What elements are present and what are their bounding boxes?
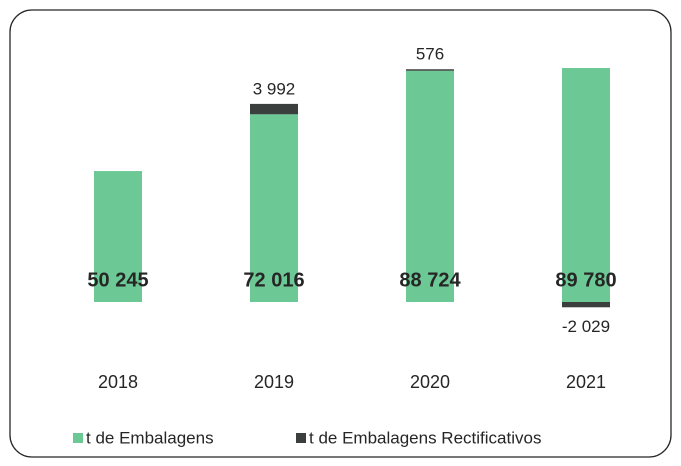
data-label: 50 245 — [87, 269, 148, 291]
bar-segment — [406, 69, 454, 71]
bar-segment — [562, 302, 610, 308]
data-label: -2 029 — [562, 317, 610, 336]
legend-label: t de Embalagens Rectificativos — [309, 428, 541, 447]
legend-swatch — [73, 433, 83, 443]
x-tick-label: 2019 — [254, 372, 294, 392]
chart-frame — [9, 9, 672, 458]
x-tick-label: 2021 — [566, 372, 606, 392]
bar-segment — [406, 70, 454, 303]
legend-swatch — [296, 433, 306, 443]
data-label: 3 992 — [253, 79, 296, 98]
legend-label: t de Embalagens — [86, 428, 214, 447]
x-tick-label: 2018 — [98, 372, 138, 392]
data-label: 72 016 — [243, 269, 304, 291]
data-label: 576 — [416, 45, 444, 64]
data-label: 88 724 — [399, 269, 461, 291]
bar-segment — [94, 171, 142, 302]
bar-segment — [250, 103, 298, 115]
x-tick-label: 2020 — [410, 372, 450, 392]
bar-segment — [250, 114, 298, 302]
bar-segment — [562, 68, 610, 302]
data-label: 89 780 — [555, 269, 616, 291]
